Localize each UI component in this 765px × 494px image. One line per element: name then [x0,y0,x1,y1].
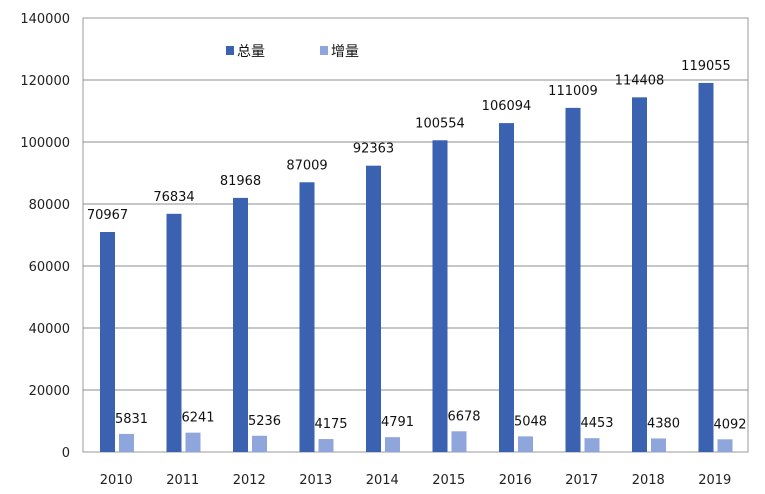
bar-increment-2016 [518,436,533,452]
bar-increment-2015 [451,431,467,452]
y-tick-label: 20000 [29,384,70,399]
y-tick-label: 40000 [29,322,70,337]
x-tick-label: 2015 [432,473,465,488]
bar-increment-2012 [252,435,267,452]
bar-increment-2011 [185,432,201,452]
y-tick-label: 120000 [20,74,70,89]
y-tick-label: 0 [62,446,70,461]
data-label-total-2019: 119055 [681,59,731,74]
plot-border [82,17,749,453]
data-label-total-2018: 114408 [615,73,665,88]
legend-label-1: 增量 [331,44,359,60]
bar-total-2018 [632,97,647,452]
x-tick-label: 2013 [299,473,332,488]
legend-swatch-1 [320,46,328,55]
data-label-total-2011: 76834 [153,190,194,205]
data-label-increment-2016: 5048 [514,414,547,429]
data-label-increment-2017: 4453 [580,416,613,431]
bar-increment-2017 [584,438,600,452]
y-axis: 0 20000 40000 60000 80000 100000 120000 140000 [20,12,70,461]
data-label-increment-2015: 6678 [447,409,480,424]
data-label-total-2017: 111009 [548,84,598,99]
bar-total-2015 [432,140,448,452]
x-tick-label: 2018 [632,473,665,488]
bar-increment-2010 [119,433,134,452]
data-label-increment-2013: 4175 [314,417,347,432]
x-axis: 2010 2011 2012 2013 2014 2015 2016 2017 2018 2019 [100,473,732,488]
x-tick-label: 2010 [100,473,133,488]
data-label-increment-2012: 5236 [248,414,281,429]
y-tick-label: 140000 [20,12,70,27]
data-label-increment-2018: 4380 [647,416,680,431]
x-tick-label: 2019 [698,473,731,488]
data-label-increment-2019: 4092 [713,417,746,432]
y-tick-label: 100000 [20,136,70,151]
bars [100,82,733,453]
bar-total-2017 [565,107,581,452]
data-label-total-2010: 70967 [87,208,128,223]
data-label-total-2014: 92363 [353,142,394,157]
bar-total-2010 [100,232,115,452]
legend-label-0: 总量 [237,44,265,60]
data-label-increment-2010: 5831 [115,412,148,427]
bar-increment-2018 [651,438,666,452]
x-tick-label: 2017 [565,473,598,488]
bar-increment-2014 [385,437,400,452]
legend: 总量 增量 [226,44,359,60]
bar-total-2011 [166,213,182,452]
bar-total-2016 [499,123,514,453]
bar-total-2014 [366,165,381,453]
bar-increment-2013 [318,439,334,452]
bar-total-2013 [299,182,315,452]
y-tick-label: 80000 [29,198,70,213]
bar-total-2019 [698,82,714,452]
bar-increment-2019 [717,439,733,452]
data-label-total-2013: 87009 [286,158,327,173]
data-label-increment-2011: 6241 [181,411,214,426]
y-tick-label: 60000 [29,260,70,275]
data-label-total-2015: 100554 [415,116,465,131]
legend-swatch-0 [226,46,234,55]
data-label-total-2012: 81968 [220,174,261,189]
bar-total-2012 [233,197,248,452]
x-tick-label: 2016 [499,473,532,488]
x-tick-label: 2011 [166,473,199,488]
x-tick-label: 2012 [233,473,266,488]
data-label-total-2016: 106094 [482,99,532,114]
data-labels: 70967 5831 76834 6241 81968 5236 87009 4175 9236… [87,59,747,432]
data-label-increment-2014: 4791 [381,415,414,430]
x-tick-label: 2014 [366,473,399,488]
